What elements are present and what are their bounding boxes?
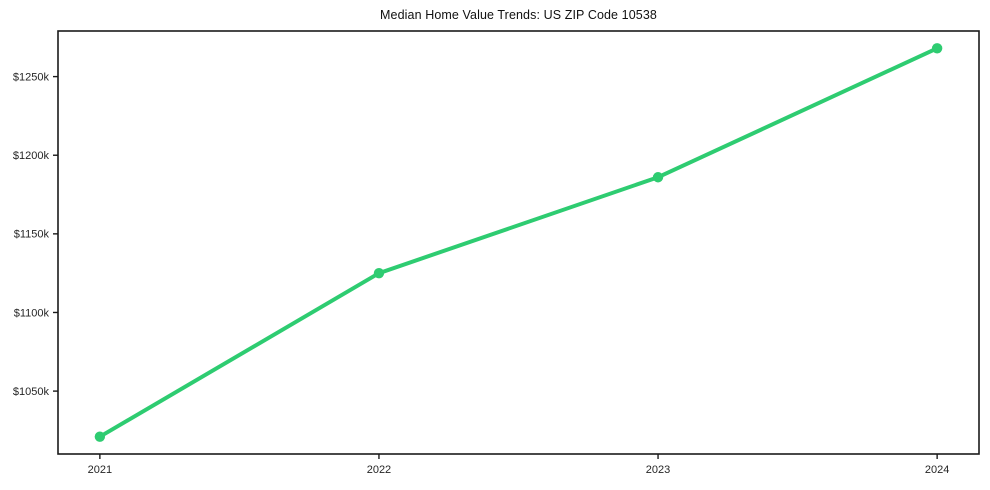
data-point	[652, 172, 664, 183]
x-tick-label: 2024	[925, 464, 949, 476]
y-tick-label: $1200k	[13, 150, 50, 162]
y-tick-label: $1150k	[14, 229, 50, 241]
y-tick-label: $1250k	[13, 71, 50, 83]
plot-border	[57, 30, 980, 455]
x-tick-label: 2023	[646, 464, 670, 476]
chart-title: Median Home Value Trends: US ZIP Code 10…	[380, 8, 657, 22]
y-tick-label: $1050k	[13, 386, 50, 398]
trend-line	[97, 46, 940, 439]
x-tick-label: 2021	[88, 464, 112, 476]
x-tick-label: 2022	[367, 464, 391, 476]
data-point	[373, 267, 385, 279]
data-point	[94, 431, 106, 442]
y-tick-label: $1100k	[14, 307, 50, 319]
data-point	[931, 43, 943, 54]
